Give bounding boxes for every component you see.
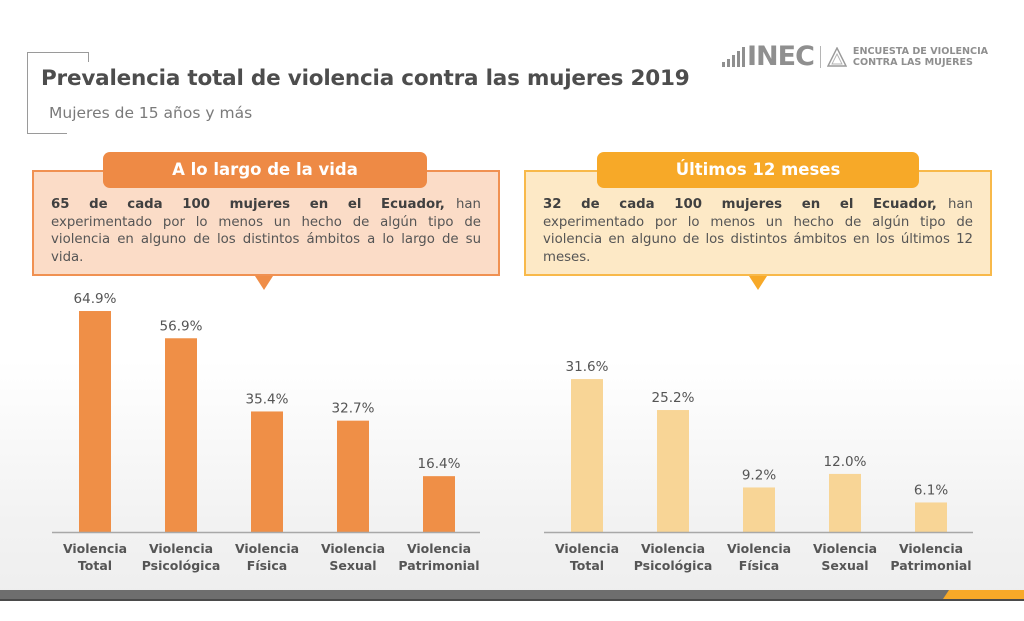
category-label-line: Violencia bbox=[899, 541, 963, 556]
category-label-line: Violencia bbox=[641, 541, 705, 556]
category-label-line: Total bbox=[570, 558, 604, 573]
value-label-12m-1: 25.2% bbox=[652, 390, 695, 406]
footer-accent bbox=[943, 590, 1024, 599]
category-label-line: Violencia bbox=[149, 541, 213, 556]
category-label-lifetime-4: Violencia Patrimonial bbox=[398, 541, 479, 573]
bar-12m-3 bbox=[829, 473, 861, 532]
category-label-line: Física bbox=[247, 558, 287, 573]
bar-lifetime-2 bbox=[251, 411, 283, 532]
category-label-line: Violencia bbox=[555, 541, 619, 556]
callout-lifetime-pointer bbox=[255, 276, 273, 290]
category-label-lifetime-1: Violencia Psicológica bbox=[142, 541, 221, 573]
category-label-line: Física bbox=[739, 558, 779, 573]
bars-icon bbox=[722, 47, 745, 67]
inec-logo: INEC ENCUESTA DE VIOLENCIA CONTRA LAS MU… bbox=[722, 41, 988, 72]
category-label-line: Patrimonial bbox=[890, 558, 971, 573]
logo-separator bbox=[819, 46, 821, 68]
callout-lifetime-highlight: 65 de cada 100 mujeres en el Ecuador, bbox=[51, 197, 445, 212]
value-label-lifetime-2: 35.4% bbox=[246, 391, 289, 407]
category-label-12m-0: Violencia Total bbox=[555, 541, 619, 573]
category-label-line: Violencia bbox=[407, 541, 471, 556]
bar-lifetime-3 bbox=[337, 420, 369, 532]
category-label-line: Violencia bbox=[321, 541, 385, 556]
page-title: Prevalencia total de violencia contra la… bbox=[41, 66, 690, 91]
footer-bar bbox=[0, 590, 1024, 601]
bar-lifetime-1 bbox=[165, 338, 197, 532]
callout-lifetime-text: han experimentado por lo menos un hecho … bbox=[51, 197, 481, 265]
category-label-line: Psicológica bbox=[634, 558, 713, 573]
category-label-lifetime-2: Violencia Física bbox=[235, 541, 299, 573]
value-label-lifetime-1: 56.9% bbox=[160, 318, 203, 334]
callout-12m-pointer bbox=[749, 276, 767, 290]
category-label-line: Patrimonial bbox=[398, 558, 479, 573]
category-label-line: Violencia bbox=[727, 541, 791, 556]
category-label-12m-2: Violencia Física bbox=[727, 541, 791, 573]
category-label-12m-4: Violencia Patrimonial bbox=[890, 541, 971, 573]
category-label-line: Sexual bbox=[821, 558, 868, 573]
bar-12m-0 bbox=[571, 379, 603, 532]
chart-12m: 31.6% Violencia Total 25.2% Violencia Psicoló… bbox=[544, 359, 973, 573]
callout-12m-highlight: 32 de cada 100 mujeres en el Ecuador, bbox=[543, 197, 937, 212]
category-label-line: Violencia bbox=[235, 541, 299, 556]
value-label-lifetime-4: 16.4% bbox=[418, 456, 461, 472]
value-label-12m-3: 12.0% bbox=[824, 454, 867, 470]
value-label-12m-0: 31.6% bbox=[566, 359, 609, 375]
logo-brand: INEC bbox=[747, 41, 815, 72]
chart-lifetime: 64.9% Violencia Total 56.9% Violencia Psicoló… bbox=[52, 291, 480, 573]
title-bracket-left bbox=[27, 52, 67, 134]
category-label-line: Violencia bbox=[63, 541, 127, 556]
category-label-line: Sexual bbox=[329, 558, 376, 573]
bar-lifetime-4 bbox=[423, 476, 455, 532]
bar-12m-1 bbox=[657, 410, 689, 532]
triangle-emblem-icon bbox=[826, 47, 847, 67]
survey-name: ENCUESTA DE VIOLENCIA CONTRA LAS MUJERES bbox=[853, 46, 988, 68]
bar-12m-2 bbox=[743, 487, 775, 532]
callout-12m-text: han experimentado por lo menos un hecho … bbox=[543, 197, 973, 265]
value-label-12m-4: 6.1% bbox=[914, 482, 948, 498]
category-label-lifetime-3: Violencia Sexual bbox=[321, 541, 385, 573]
category-label-line: Psicológica bbox=[142, 558, 221, 573]
page-subtitle: Mujeres de 15 años y más bbox=[49, 104, 253, 122]
category-label-12m-3: Violencia Sexual bbox=[813, 541, 877, 573]
bar-12m-4 bbox=[915, 502, 947, 532]
survey-name-line2: CONTRA LAS MUJERES bbox=[852, 57, 973, 68]
category-label-line: Violencia bbox=[813, 541, 877, 556]
tab-last-12-months: Últimos 12 meses bbox=[597, 152, 919, 188]
tab-lifetime: A lo largo de la vida bbox=[103, 152, 427, 188]
bar-charts: 64.9% Violencia Total 56.9% Violencia Psicoló… bbox=[52, 291, 973, 573]
survey-name-line1: ENCUESTA DE VIOLENCIA bbox=[852, 46, 989, 57]
category-label-12m-1: Violencia Psicológica bbox=[634, 541, 713, 573]
category-label-line: Total bbox=[78, 558, 112, 573]
value-label-lifetime-0: 64.9% bbox=[74, 291, 117, 307]
value-label-12m-2: 9.2% bbox=[742, 467, 776, 483]
category-label-lifetime-0: Violencia Total bbox=[63, 541, 127, 573]
bar-lifetime-0 bbox=[79, 311, 111, 532]
value-label-lifetime-3: 32.7% bbox=[332, 401, 375, 417]
